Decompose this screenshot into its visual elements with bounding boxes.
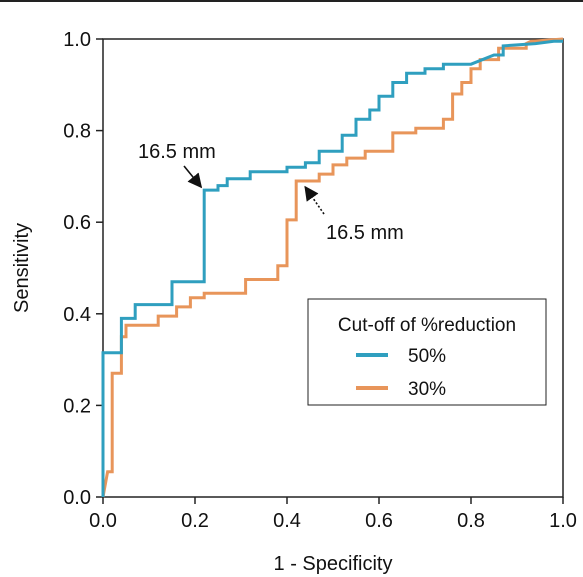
plot-frame [102, 38, 564, 498]
legend: Cut-off of %reduction 50% 30% [307, 298, 547, 406]
series-layer [101, 37, 564, 498]
y-tick-label: 0.4 [63, 304, 91, 326]
y-tick-label: 0.0 [63, 487, 91, 509]
annotation-label-50: 16.5 mm [138, 141, 216, 163]
y-axis: 0.0 0.2 0.4 0.6 0.8 1.0 [63, 29, 103, 509]
top-border-line [0, 0, 583, 2]
annotation-arrow-50 [183, 165, 203, 189]
y-axis-title: Sensitivity [11, 223, 33, 313]
legend-label-50: 50% [408, 346, 446, 367]
y-tick-label: 0.8 [63, 121, 91, 143]
legend-box [307, 298, 547, 406]
x-tick-label: 0.8 [457, 510, 485, 532]
x-tick-label: 1.0 [549, 510, 577, 532]
legend-label-30: 30% [408, 379, 446, 400]
x-tick-label: 0.4 [273, 510, 301, 532]
x-tick-label: 0.2 [181, 510, 209, 532]
y-tick-label: 1.0 [63, 29, 91, 51]
x-tick-label: 0.6 [365, 510, 393, 532]
x-tick-label: 0.0 [89, 510, 117, 532]
x-axis: 0.0 0.2 0.4 0.6 0.8 1.0 [89, 497, 577, 532]
annotation-arrow-30 [304, 185, 325, 215]
series-line-50-pct [101, 39, 563, 497]
legend-title: Cut-off of %reduction [338, 315, 516, 336]
annotation-layer: 16.5 mm 16.5 mm [138, 141, 404, 244]
x-axis-title: 1 - Specificity [274, 553, 393, 575]
y-tick-label: 0.6 [63, 212, 91, 234]
annotation-label-30: 16.5 mm [326, 222, 404, 244]
y-tick-label: 0.2 [63, 395, 91, 417]
series-line-30-pct [101, 37, 564, 498]
